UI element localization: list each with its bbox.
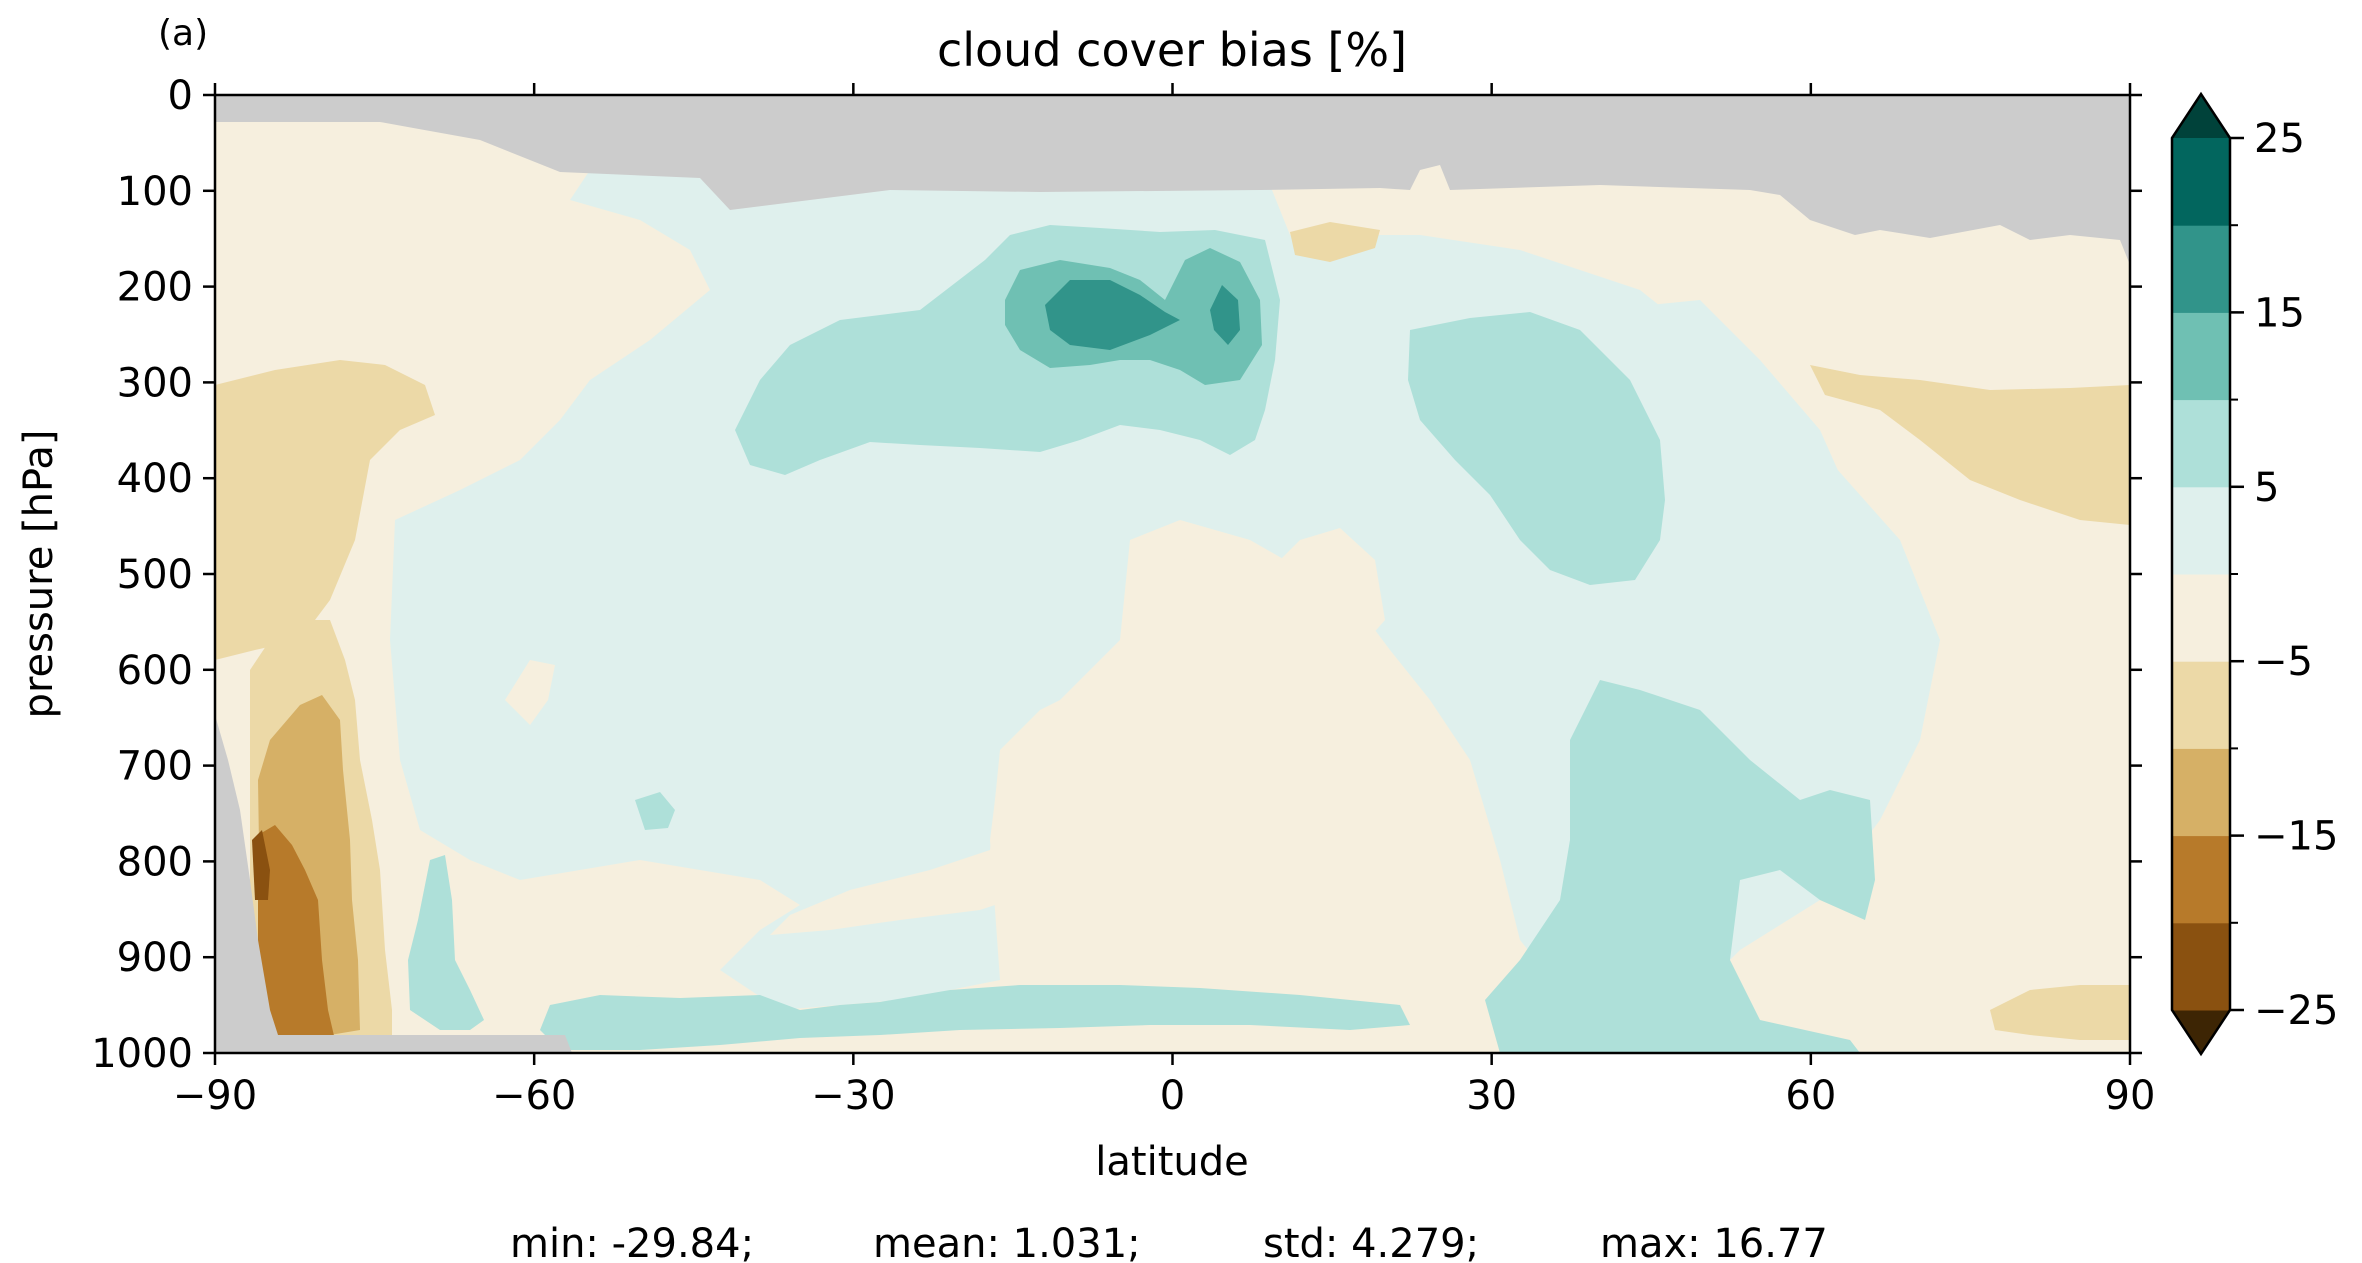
panel-label: (a) bbox=[158, 13, 208, 54]
colorbar-segment bbox=[2172, 835, 2230, 924]
contour-jet-max-positive bbox=[1210, 285, 1240, 345]
y-tick-label: 0 bbox=[168, 73, 193, 119]
colorbar-tick-label: −5 bbox=[2254, 639, 2313, 685]
colorbar-segment bbox=[2172, 399, 2230, 488]
contour-sh-mid-negative-patch bbox=[500, 885, 640, 975]
colorbar-segment bbox=[2172, 748, 2230, 837]
colorbar-segment bbox=[2172, 138, 2230, 226]
x-tick-label: 90 bbox=[2105, 1073, 2156, 1119]
y-tick-label: 1000 bbox=[91, 1031, 193, 1077]
x-tick-label: −30 bbox=[811, 1073, 895, 1119]
contour-sh-small-positive bbox=[635, 792, 675, 830]
colorbar: 25 15 5 −5 −15 −25 bbox=[2170, 91, 2338, 1057]
contour-sh-high-lat-negative bbox=[215, 360, 435, 660]
stat-max: max: 16.77 bbox=[1600, 1221, 1828, 1263]
y-axis-label: pressure [hPa] bbox=[16, 430, 62, 719]
contour-sh-lower-positive bbox=[408, 855, 484, 1030]
y-tick-label: 800 bbox=[117, 839, 193, 885]
colorbar-segment bbox=[2172, 574, 2230, 662]
colorbar-tick-label: 5 bbox=[2254, 465, 2279, 511]
y-tick-label: 200 bbox=[117, 265, 193, 311]
plot-area bbox=[215, 95, 2130, 1053]
contour-antarctic-negative-max bbox=[252, 830, 270, 900]
x-axis: −90 −60 −30 0 30 60 90 bbox=[173, 83, 2156, 1119]
x-tick-label: −60 bbox=[492, 1073, 576, 1119]
colorbar-segment bbox=[2172, 922, 2230, 1011]
y-axis: 0 100 200 300 400 500 600 700 800 900 1000 bbox=[91, 73, 2142, 1077]
contour-nh-lower-positive bbox=[1485, 680, 1875, 1053]
missing-antarctic-surface bbox=[215, 715, 572, 1053]
x-tick-label: 0 bbox=[1160, 1073, 1185, 1119]
colorbar-segment bbox=[2172, 486, 2230, 575]
contour-boundary-layer-positive bbox=[540, 985, 1410, 1050]
colorbar-tick-label: 25 bbox=[2254, 116, 2305, 162]
colorbar-tick-label: −25 bbox=[2254, 988, 2338, 1034]
contour-nh-polar-surface-negative bbox=[1990, 985, 2130, 1040]
colorbar-extend-max bbox=[2172, 94, 2230, 138]
x-tick-label: −90 bbox=[173, 1073, 257, 1119]
y-tick-label: 600 bbox=[117, 648, 193, 694]
contour-equatorial-mid-negative bbox=[770, 528, 1405, 975]
y-tick-label: 700 bbox=[117, 744, 193, 790]
contour-jet-inner-core bbox=[1045, 280, 1180, 350]
colorbar-segment bbox=[2172, 661, 2230, 749]
contour-nh-upper-tropo-positive bbox=[1600, 300, 1880, 620]
stat-min: min: -29.84; bbox=[510, 1221, 754, 1263]
contour-nh-upper-positive bbox=[1408, 312, 1665, 585]
chart-title: cloud cover bias [%] bbox=[937, 23, 1407, 77]
y-tick-label: 100 bbox=[117, 169, 193, 215]
stat-std: std: 4.279; bbox=[1263, 1221, 1479, 1263]
y-tick-label: 500 bbox=[117, 552, 193, 598]
y-tick-label: 400 bbox=[117, 456, 193, 502]
missing-stratosphere bbox=[215, 95, 2130, 265]
x-tick-label: 60 bbox=[1785, 1073, 1836, 1119]
x-tick-label: 30 bbox=[1466, 1073, 1517, 1119]
colorbar-tick-label: 15 bbox=[2254, 290, 2305, 336]
contour-sh-midtrop-patch bbox=[505, 660, 555, 725]
contour-nh-high-lat-negative bbox=[1810, 365, 2130, 525]
contour-jet-negative-patch bbox=[1290, 222, 1380, 262]
y-tick-label: 900 bbox=[117, 935, 193, 981]
colorbar-extend-min bbox=[2172, 1010, 2230, 1054]
colorbar-segment bbox=[2172, 312, 2230, 401]
colorbar-tick-label: −15 bbox=[2254, 814, 2338, 860]
colorbar-segment bbox=[2172, 225, 2230, 313]
y-tick-label: 300 bbox=[117, 360, 193, 406]
x-axis-label: latitude bbox=[1095, 1139, 1248, 1185]
stat-mean: mean: 1.031; bbox=[873, 1221, 1141, 1263]
contour-antarctic-negative-strong bbox=[258, 825, 335, 1040]
